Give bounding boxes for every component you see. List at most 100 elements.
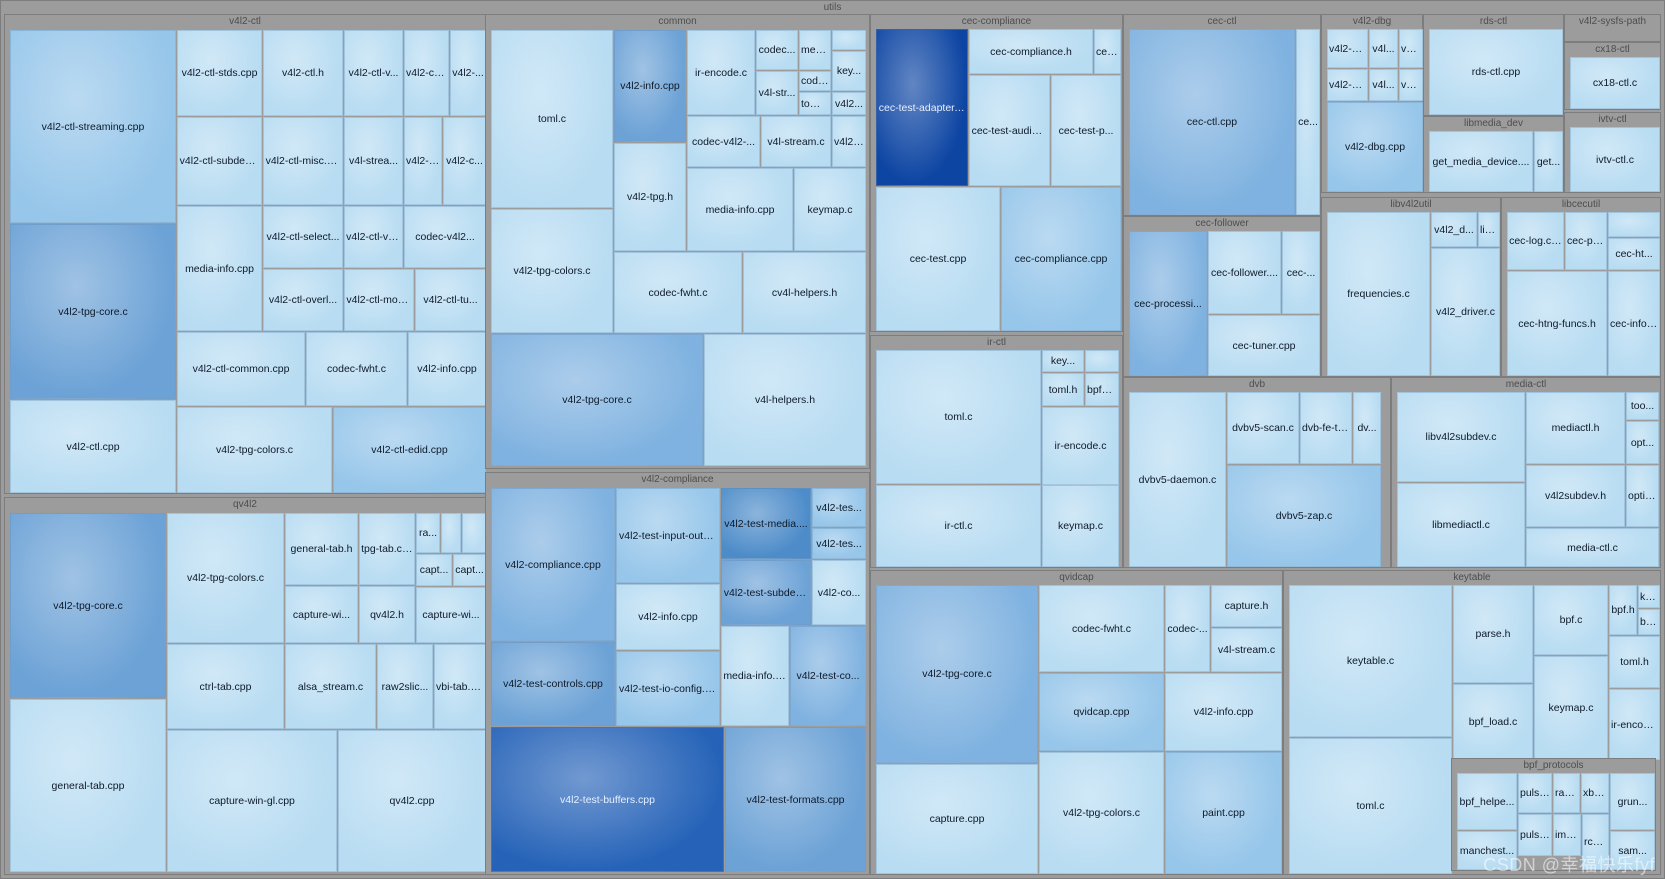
file-cell[interactable] xyxy=(462,513,486,553)
file-cell[interactable]: v4l2-info.cpp xyxy=(408,332,486,406)
file-cell[interactable]: v4l... xyxy=(1369,29,1398,68)
file-cell[interactable]: v4l2-tes... xyxy=(812,528,866,559)
file-cell[interactable]: media-info.c... xyxy=(721,626,789,726)
file-cell[interactable]: keymap.c xyxy=(1534,656,1608,760)
file-cell[interactable]: v4l2-ctl-misc.c... xyxy=(263,117,343,205)
file-cell[interactable]: capt... xyxy=(416,554,452,586)
file-cell[interactable]: v4l2-tpg-core.c xyxy=(491,334,703,466)
file-cell[interactable]: cec-ctl.cpp xyxy=(1129,29,1295,215)
file-cell[interactable]: v4l2-ctl.h xyxy=(263,30,343,116)
file-cell[interactable]: v4l2-ctl-edid.cpp xyxy=(333,407,486,493)
file-cell[interactable]: get_media_device.... xyxy=(1429,131,1533,192)
file-cell[interactable]: cec-info.... xyxy=(1608,271,1660,376)
file-cell[interactable]: v4l2-ctl.cpp xyxy=(10,400,176,493)
file-cell[interactable]: alsa_stream.c xyxy=(285,644,376,729)
file-cell[interactable]: cec-follower.... xyxy=(1208,231,1281,314)
file-cell[interactable]: v4l2-test-controls.cpp xyxy=(491,642,615,726)
file-cell[interactable]: opt... xyxy=(1626,421,1659,464)
file-cell[interactable]: rc_... xyxy=(1582,814,1609,870)
file-cell[interactable]: v4l2-compliance.cpp xyxy=(491,488,615,641)
file-cell[interactable]: grun... xyxy=(1610,773,1655,830)
file-cell[interactable]: general-tab.h xyxy=(285,513,358,585)
file-cell[interactable]: v4l2-co... xyxy=(812,560,866,625)
file-cell[interactable] xyxy=(441,513,461,553)
file-cell[interactable]: capture.cpp xyxy=(876,764,1038,874)
file-cell[interactable]: v4l2_driver.c xyxy=(1431,248,1500,376)
file-cell[interactable]: v4l2-ctl-stds.cpp xyxy=(177,30,262,116)
file-cell[interactable]: v4l2-info.cpp xyxy=(616,584,720,650)
file-cell[interactable]: libv4l2subdev.c xyxy=(1397,392,1525,482)
file-cell[interactable]: codec-v4l2-... xyxy=(687,116,760,167)
file-cell[interactable]: v4l2-test-subdev... xyxy=(721,560,811,625)
file-cell[interactable]: v4l2-ctl-tu... xyxy=(415,269,486,331)
file-cell[interactable]: capt... xyxy=(453,554,486,586)
file-cell[interactable]: bpf.c xyxy=(1534,585,1608,655)
file-cell[interactable]: ir-ctl.c xyxy=(876,485,1041,567)
file-cell[interactable]: v4l2-ctl... xyxy=(404,30,449,116)
file-cell[interactable]: ra... xyxy=(416,513,440,553)
file-cell[interactable]: codec-fwht.c xyxy=(306,332,407,406)
file-cell[interactable]: v4l2-ctl-v... xyxy=(344,30,403,116)
file-cell[interactable]: medi... xyxy=(799,30,831,70)
file-cell[interactable]: cv4l-helpers.h xyxy=(743,252,866,333)
file-cell[interactable]: toml.c xyxy=(491,30,613,208)
file-cell[interactable]: ce... xyxy=(1296,29,1320,215)
file-cell[interactable]: bpf.h xyxy=(1609,585,1637,635)
file-cell[interactable]: ctrl-tab.cpp xyxy=(167,644,284,729)
file-cell[interactable]: ir-encode.c xyxy=(687,30,755,115)
file-cell[interactable]: dvbv5-zap.c xyxy=(1227,465,1381,567)
file-cell[interactable]: v4l2-tpg-colors.c xyxy=(167,513,284,643)
file-cell[interactable]: pulse... xyxy=(1518,773,1552,813)
file-cell[interactable]: dv... xyxy=(1353,392,1381,464)
file-cell[interactable]: cec-processi... xyxy=(1129,231,1207,376)
file-cell[interactable]: v4l-helpers.h xyxy=(704,334,866,466)
file-cell[interactable]: v4l2-test-input-outp... xyxy=(616,488,720,583)
file-cell[interactable]: cec-compliance.cpp xyxy=(1001,187,1121,331)
file-cell[interactable]: toml.c xyxy=(1289,738,1452,874)
file-cell[interactable]: v4l2-ctl-streaming.cpp xyxy=(10,30,176,223)
file-cell[interactable]: v4l2-tes... xyxy=(812,488,866,527)
file-cell[interactable]: keytable.c xyxy=(1289,585,1452,737)
file-cell[interactable]: cec-compliance.h xyxy=(969,29,1093,74)
file-cell[interactable]: frequencies.c xyxy=(1327,212,1430,376)
file-cell[interactable]: v4l2-c... xyxy=(404,117,442,205)
file-cell[interactable]: xbo... xyxy=(1581,773,1609,813)
file-cell[interactable]: ir-encode.c xyxy=(1042,407,1119,485)
file-cell[interactable]: pulse... xyxy=(1518,814,1552,856)
file-cell[interactable]: raw.c xyxy=(1553,773,1580,813)
file-cell[interactable]: manchest... xyxy=(1457,831,1517,870)
file-cell[interactable]: capture.h xyxy=(1211,585,1282,627)
file-cell[interactable]: media-info.cpp xyxy=(687,168,793,251)
file-cell[interactable]: key... xyxy=(1042,350,1084,372)
file-cell[interactable]: v4l2-tpg-colors.c xyxy=(491,209,613,333)
file-cell[interactable]: ivtv-ctl.c xyxy=(1570,127,1660,192)
file-cell[interactable]: cec-test-p... xyxy=(1051,75,1121,186)
file-cell[interactable]: mediactl.h xyxy=(1526,392,1625,464)
file-cell[interactable]: keymap.c xyxy=(1042,485,1119,567)
file-cell[interactable]: media-ctl.c xyxy=(1526,528,1659,567)
file-cell[interactable]: v4l2-c... xyxy=(443,117,486,205)
file-cell[interactable]: v4l2-pi... xyxy=(832,116,866,167)
file-cell[interactable]: codec-fwht.c xyxy=(614,252,742,333)
file-cell[interactable]: cec-test-audio.... xyxy=(969,75,1050,186)
file-cell[interactable]: v4l2-tpg-core.c xyxy=(10,224,176,399)
file-cell[interactable]: vbi-tab.c... xyxy=(434,644,486,729)
file-cell[interactable]: paint.cpp xyxy=(1165,752,1282,874)
file-cell[interactable]: v4l-stream.c xyxy=(761,116,831,167)
file-cell[interactable]: qv4l2.cpp xyxy=(338,730,486,872)
file-cell[interactable]: code... xyxy=(799,71,831,91)
file-cell[interactable] xyxy=(832,30,866,50)
file-cell[interactable]: v4l2-test-media.... xyxy=(721,488,811,559)
file-cell[interactable]: sam... xyxy=(1610,831,1655,870)
file-cell[interactable]: v4l2-test-io-config.cpp xyxy=(616,651,720,726)
file-cell[interactable]: toml.h xyxy=(1042,373,1084,406)
file-cell[interactable]: v4l2-info.cpp xyxy=(614,30,686,142)
file-cell[interactable]: parse.h xyxy=(1453,585,1533,683)
file-cell[interactable]: v4l2-d... xyxy=(1327,69,1368,101)
file-cell[interactable]: dvbv5-daemon.c xyxy=(1129,392,1226,567)
file-cell[interactable]: bpf_load.c xyxy=(1453,684,1533,760)
file-cell[interactable]: v4l2-tpg-core.c xyxy=(876,585,1038,763)
file-cell[interactable]: cec-htng-funcs.h xyxy=(1507,271,1607,376)
file-cell[interactable]: raw2slic... xyxy=(377,644,433,729)
file-cell[interactable]: dvb-fe-to... xyxy=(1300,392,1352,464)
